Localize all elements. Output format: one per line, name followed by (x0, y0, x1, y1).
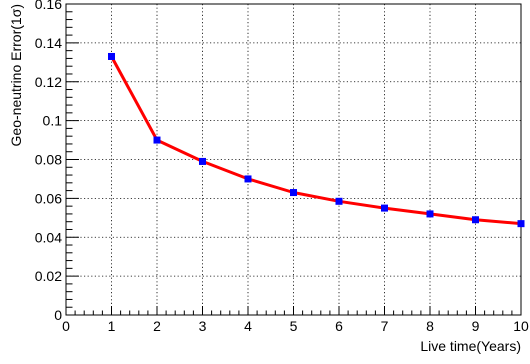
y-axis-title: Geo-neutrino Error(1σ) (8, 4, 24, 146)
data-point (108, 52, 115, 60)
y-tick-label: 0.08 (35, 152, 62, 168)
grid (66, 4, 521, 315)
y-tick-label: 0.06 (35, 190, 62, 206)
data-point (426, 210, 434, 218)
x-tick-label: 0 (62, 318, 70, 334)
x-tick-label: 5 (290, 318, 298, 334)
y-tick-label: 0.02 (35, 268, 62, 284)
data-point (153, 136, 161, 144)
data-point (517, 220, 525, 228)
tick-labels: 0 1 2 3 4 5 6 7 8 9 10 0 0.02 0.04 0.06 0.08 0.1 0.12 0.14… (35, 0, 529, 334)
y-tick-label: 0.14 (35, 35, 62, 51)
x-axis-title: Live time(Years) (420, 338, 521, 354)
x-tick-label: 9 (472, 318, 480, 334)
y-tick-label: 0.16 (35, 0, 62, 12)
y-tick-label: 0.12 (35, 74, 62, 90)
axis-ticks (65, 3, 522, 316)
series (108, 52, 525, 228)
data-point (381, 204, 388, 212)
x-tick-label: 8 (426, 318, 434, 334)
data-point (472, 216, 479, 224)
y-tick-label: 0.04 (35, 229, 62, 245)
x-tick-label: 1 (108, 318, 116, 334)
data-point (290, 189, 297, 197)
x-tick-label: 10 (513, 318, 529, 334)
data-point (199, 157, 206, 165)
x-tick-label: 7 (381, 318, 389, 334)
y-tick-label: 0.1 (43, 113, 63, 129)
y-tick-label: 0 (54, 307, 62, 323)
data-point (244, 175, 252, 183)
series-line (110, 55, 522, 226)
x-tick-label: 2 (153, 318, 161, 334)
x-tick-label: 3 (199, 318, 207, 334)
x-tick-label: 6 (335, 318, 343, 334)
data-point (335, 197, 343, 205)
x-tick-label: 4 (244, 318, 252, 334)
